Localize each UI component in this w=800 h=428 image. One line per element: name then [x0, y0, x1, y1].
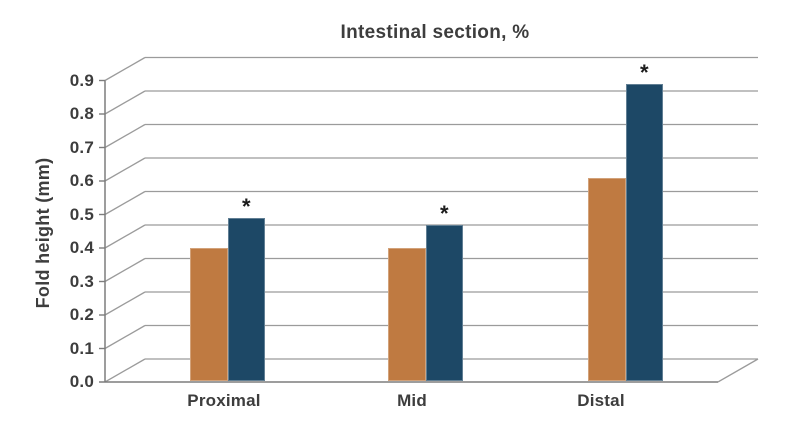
grid-left-diagonal — [104, 324, 146, 350]
y-axis-title: Fold height (mm) — [33, 157, 53, 309]
grid-left-diagonal — [104, 358, 146, 383]
bar-distal-navy — [625, 83, 663, 381]
bar-distal-orange — [588, 177, 626, 381]
chart-title: Intestinal section, % — [340, 22, 530, 43]
grid-left-diagonal — [104, 190, 146, 216]
grid-left-diagonal — [104, 56, 146, 82]
floor-right-diagonal — [717, 358, 759, 383]
bar-proximal-navy — [227, 217, 265, 381]
bar-proximal-orange — [190, 248, 228, 381]
grid-left-diagonal — [104, 123, 146, 149]
grid-left-diagonal — [104, 157, 146, 182]
grid-left-diagonal — [104, 90, 146, 115]
bar-mid-orange — [388, 248, 426, 381]
grid-left-diagonal — [104, 224, 146, 249]
bar-mid-navy — [425, 224, 463, 381]
grid-left-diagonal — [104, 257, 146, 283]
grid-left-diagonal — [104, 291, 146, 316]
